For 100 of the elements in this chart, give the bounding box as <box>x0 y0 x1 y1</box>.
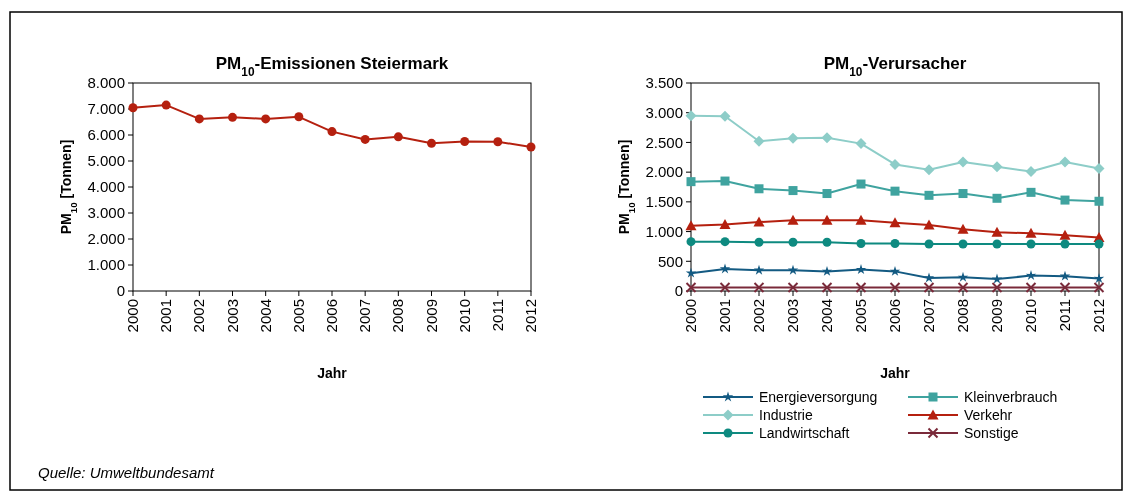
x-tick-label: 2002 <box>750 299 767 333</box>
point <box>1093 281 1105 293</box>
y-tick-label: 1.500 <box>645 193 683 211</box>
point <box>991 273 1003 284</box>
point <box>821 281 833 293</box>
point <box>719 281 731 293</box>
x-tick-label: 2004 <box>256 299 274 333</box>
x-tick-label: 2012 <box>1090 299 1107 333</box>
x-tick-label: 2008 <box>954 299 971 333</box>
point <box>788 237 798 247</box>
point <box>685 281 697 293</box>
point <box>923 164 935 176</box>
point <box>992 193 1002 203</box>
point <box>856 179 866 189</box>
x-tick-label: 2000 <box>124 299 141 333</box>
x-tick-label: 2000 <box>682 299 699 333</box>
x-tick-label: 2003 <box>784 299 801 333</box>
point <box>493 137 503 147</box>
point <box>460 137 470 146</box>
point <box>754 237 764 247</box>
point <box>294 112 304 122</box>
x-tick-label: 2010 <box>1022 299 1039 333</box>
point <box>1025 270 1037 280</box>
point <box>685 110 697 122</box>
point <box>889 217 901 228</box>
y-tick-label: 2.000 <box>87 230 125 248</box>
point <box>788 186 798 196</box>
point <box>923 219 935 230</box>
legend-label: Verkehr <box>964 406 1013 423</box>
point <box>821 214 833 225</box>
point <box>787 132 799 144</box>
x-tick-label: 2011 <box>1056 299 1073 332</box>
point <box>991 226 1003 237</box>
y-tick-label: 2.000 <box>645 163 683 181</box>
point <box>889 281 901 293</box>
y-tick-label: 3.500 <box>645 74 683 92</box>
point <box>1093 273 1105 283</box>
point <box>991 161 1003 173</box>
x-tick-label: 2008 <box>389 299 407 333</box>
y-tick-label: 8.000 <box>87 74 125 92</box>
y-tick-label: 0 <box>674 282 683 300</box>
x-tick-label: 2003 <box>223 299 241 333</box>
x-tick-label: 2001 <box>157 299 175 333</box>
point <box>992 239 1002 249</box>
point <box>991 281 1003 293</box>
point <box>261 114 271 124</box>
point <box>856 238 866 248</box>
point <box>526 142 536 152</box>
point <box>889 265 901 276</box>
point <box>754 184 764 194</box>
point <box>720 176 730 186</box>
legend-label: Energieversorgung <box>759 388 878 405</box>
point <box>720 237 730 247</box>
x-tick-label: 2005 <box>852 299 869 333</box>
x-tick-label: 2010 <box>455 299 473 333</box>
point <box>360 134 370 144</box>
point <box>821 132 833 144</box>
point <box>1094 239 1104 249</box>
point <box>1060 239 1070 249</box>
point <box>890 186 900 196</box>
point <box>821 265 833 276</box>
x-tick-label: 2002 <box>190 299 208 333</box>
point <box>1060 195 1070 205</box>
point <box>855 264 867 275</box>
x-tick-label: 2007 <box>920 299 937 333</box>
point <box>1025 227 1037 238</box>
point <box>753 216 765 227</box>
x-tick-label: 2001 <box>716 299 733 333</box>
x-tick-label: 2006 <box>886 299 903 333</box>
x-tick-label: 2005 <box>289 299 307 333</box>
point <box>1025 166 1037 178</box>
point <box>686 177 696 187</box>
x-tick-label: 2011 <box>488 299 506 332</box>
point <box>957 156 969 168</box>
legend-label: Kleinverbrauch <box>964 388 1058 405</box>
point <box>787 281 799 293</box>
point <box>228 112 237 122</box>
point <box>1026 239 1036 249</box>
point <box>1059 270 1071 281</box>
y-tick-label: 4.000 <box>87 178 125 196</box>
point <box>753 135 765 147</box>
y-tick-label: 7.000 <box>87 100 125 118</box>
point <box>327 127 337 137</box>
point <box>128 103 138 113</box>
point <box>855 138 867 150</box>
point <box>923 281 935 293</box>
chart-title: PM$_{10}$-Emissionen Steiermark <box>215 54 449 79</box>
point <box>957 223 969 234</box>
x-tick-label: 2009 <box>988 299 1005 333</box>
y-tick-label: 3.000 <box>645 103 683 121</box>
point <box>1025 281 1037 293</box>
point <box>1026 187 1036 197</box>
point <box>889 158 901 170</box>
y-tick-label: 5.000 <box>87 152 125 170</box>
point <box>719 110 731 122</box>
point <box>822 189 832 199</box>
y-tick-label: 6.000 <box>87 126 125 144</box>
point <box>427 138 436 148</box>
y-tick-label: 1.000 <box>87 256 125 274</box>
point <box>686 237 696 247</box>
